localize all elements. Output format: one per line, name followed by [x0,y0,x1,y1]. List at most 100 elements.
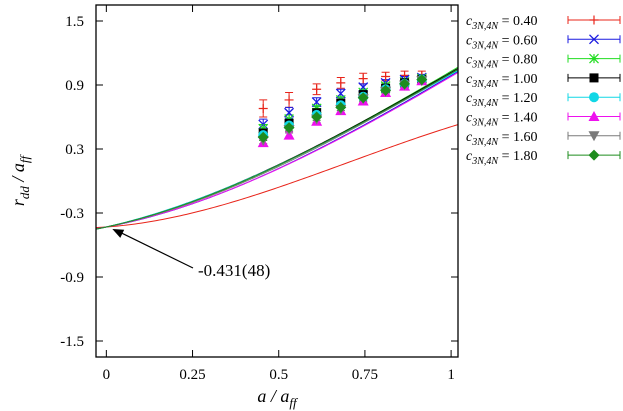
y-tick-label: -0.3 [60,206,84,222]
y-tick-label: 0.9 [65,78,84,94]
legend-subscript: 3N,4N [471,60,499,71]
legend-name: c [466,72,473,87]
data-point [311,111,323,123]
triangle-up-icon [588,111,600,121]
legend-marker [589,73,599,83]
annotation-arrow-line [119,231,194,269]
legend-item: c3N,4N = 1.40 [466,111,621,129]
plus-icon [589,15,599,25]
diamond-icon [357,92,369,104]
data-point [416,74,428,86]
y-tick-label: -0.9 [60,270,84,286]
triangle-down-icon [588,131,600,142]
plus-icon [284,95,294,105]
legend-value: = 0.40 [498,14,537,29]
fit-curve [96,70,458,230]
fit-curve [96,68,458,230]
x-axis-title: a / aff [257,386,299,410]
x-tick-label: 0 [103,367,111,383]
legend-value: = 1.60 [498,130,537,145]
legend-item: c3N,4N = 1.80 [466,149,621,167]
plot-frame [95,4,459,358]
legend-subscript: 3N,4N [471,21,499,32]
legend-label: c3N,4N = 1.00 [466,72,537,90]
diamond-icon [311,111,323,123]
x-tick-label: 1 [447,367,455,383]
diamond-icon [588,149,600,161]
legend-label: c3N,4N = 0.80 [466,53,537,71]
data-markers [257,70,428,148]
fit-curve [96,67,458,230]
plus-icon [336,78,346,88]
legend-marker [589,92,599,103]
data-point [381,71,391,81]
legend-name: c [466,91,473,106]
x-axis-ticks: 0 0.25 0.5 0.75 1 [103,5,455,383]
data-point [357,92,369,104]
legend-name: c [466,33,473,48]
diamond-icon [416,74,428,86]
legend-item: c3N,4N = 1.00 [466,72,621,90]
legend-subscript: 3N,4N [471,40,499,51]
legend-subscript: 3N,4N [471,98,499,109]
legend-marker [588,131,600,142]
legend-value: = 0.80 [498,53,537,68]
y-tick-label: -1.5 [60,334,84,350]
data-point [312,84,322,94]
data-point [380,84,392,96]
star-icon [589,53,599,64]
legend-label: c3N,4N = 1.60 [466,130,537,148]
circle-icon [589,92,599,103]
plus-icon [381,71,391,81]
legend-label: c3N,4N = 1.20 [466,91,537,109]
legend-marker [589,34,599,45]
plus-icon [312,84,322,94]
diamond-icon [257,131,269,143]
legend-value: = 0.60 [498,33,537,48]
plus-icon [258,103,268,113]
legend-label: c3N,4N = 1.80 [466,149,537,167]
annotation-label: -0.431(48) [198,261,270,280]
diamond-icon [335,101,347,113]
data-point [283,122,295,134]
legend-item: c3N,4N = 0.80 [466,53,621,71]
legend-name: c [466,130,473,145]
y-tick-label: 1.5 [65,14,84,30]
diamond-icon [399,78,411,90]
x-tick-label: 0.25 [179,367,205,383]
legend-subscript: 3N,4N [471,118,499,129]
data-point [399,78,411,90]
legend-label: c3N,4N = 0.60 [466,33,537,51]
fit-curve [96,71,458,230]
legend-item: c3N,4N = 1.20 [466,91,621,109]
data-point [336,78,346,88]
fit-curves [96,66,458,230]
legend-item: c3N,4N = 0.60 [466,33,621,51]
plus-icon [358,74,368,84]
legend-marker [589,53,599,64]
data-point [258,103,268,113]
legend-value: = 1.40 [498,111,537,126]
x-tick-label: 0.5 [269,367,288,383]
square-icon [589,73,599,83]
fit-curve [96,124,458,229]
legend-item: c3N,4N = 1.60 [466,130,621,148]
annotation-arrow-head [112,228,125,238]
fit-curve [96,72,458,230]
legend-subscript: 3N,4N [471,156,499,167]
y-axis-title: rdd / aff [8,153,32,206]
fit-curve [96,66,458,230]
diamond-icon [380,84,392,96]
data-point [335,101,347,113]
legend-marker [588,149,600,161]
legend-name: c [466,14,473,29]
y-tick-label: 0.3 [65,142,84,158]
legend-label: c3N,4N = 0.40 [466,14,537,32]
legend-value: = 1.80 [498,149,537,164]
fit-curve [96,69,458,230]
legend-name: c [466,53,473,68]
legend-value: = 1.00 [498,72,537,87]
legend-subscript: 3N,4N [471,79,499,90]
